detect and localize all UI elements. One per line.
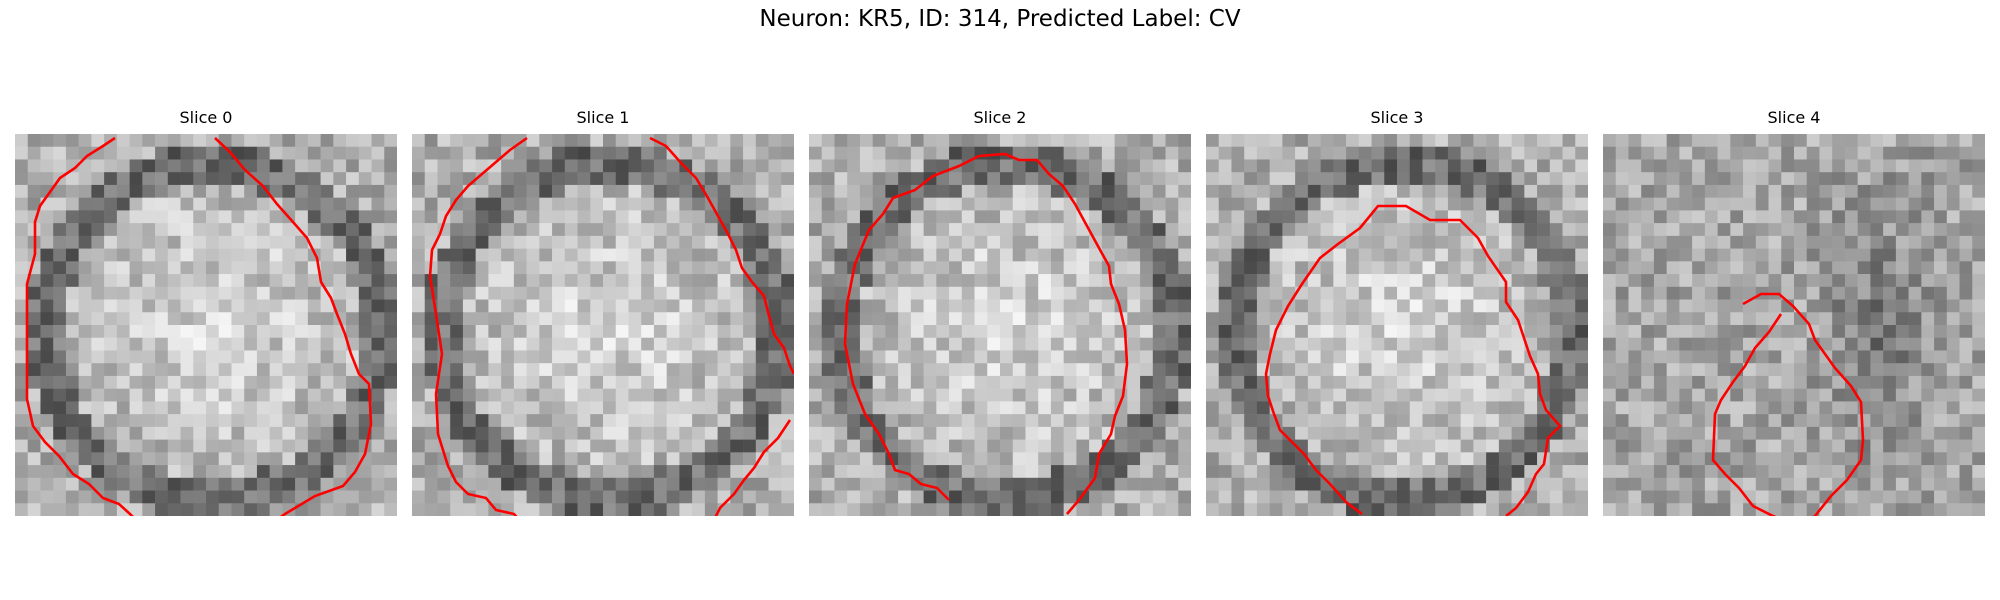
panel-title: Slice 3	[1370, 108, 1424, 127]
panel-title: Slice 2	[973, 108, 1027, 127]
panel-title: Slice 0	[179, 108, 233, 127]
segmentation-outline	[1264, 204, 1562, 516]
slice-image	[1603, 134, 1985, 516]
segmentation-outline	[25, 136, 134, 516]
segmentation-outline	[1711, 292, 1865, 516]
pixel-grid	[412, 134, 794, 516]
panel-title: Slice 1	[576, 108, 630, 127]
pixel-grid	[809, 134, 1191, 516]
segmentation-outline	[214, 137, 373, 516]
segmentation-outline	[843, 152, 1129, 515]
pixel-grid	[1603, 134, 1985, 516]
panel-title: Slice 4	[1767, 108, 1821, 127]
segmentation-outline	[428, 136, 528, 516]
slice-image	[412, 134, 794, 516]
slice-image	[15, 134, 397, 516]
slice-image	[809, 134, 1191, 516]
pixel-grid	[15, 134, 397, 516]
figure-title: Neuron: KR5, ID: 314, Predicted Label: C…	[759, 6, 1241, 32]
pixel-grid	[1206, 134, 1588, 516]
segmentation-outline	[649, 136, 794, 375]
segmentation-outline	[714, 419, 792, 516]
slice-image	[1206, 134, 1588, 516]
